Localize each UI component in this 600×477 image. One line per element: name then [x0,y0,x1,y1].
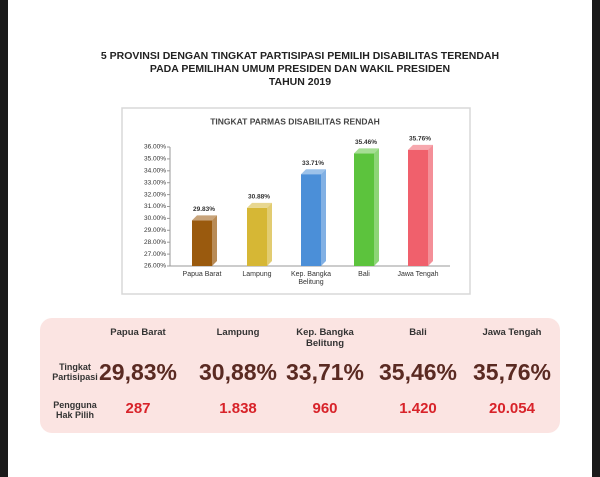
y-tick-label: 28.00% [144,239,166,246]
x-tick-label: Papua Barat [182,271,222,278]
cell: 33,71% [285,359,364,385]
value-label: 29.83% [193,206,215,213]
chart-title: TINGKAT PARMAS DISABILITAS RENDAH [210,116,380,126]
bar-side [374,148,379,266]
cell: 960 [312,400,338,417]
bar [247,207,267,266]
value-label: 30.88% [248,194,270,201]
bar-top [354,148,379,154]
column-header: Lampung [216,327,260,338]
y-tick-label: 29.00% [144,227,166,234]
cell: 35,76% [472,359,551,385]
y-tick-label: 36.00% [144,144,166,151]
y-tick-label: 35.00% [144,156,166,163]
cell: 35,46% [378,359,457,385]
y-tick-label: 26.00% [144,263,166,270]
y-tick-label: 27.00% [144,251,166,258]
y-tick-label: 32.00% [144,191,166,198]
column-header: Jawa Tengah [482,327,542,338]
column-header: Bali [409,327,427,338]
bar-top [247,202,272,208]
bar [192,220,212,266]
x-tick-label: Bali [358,271,370,278]
bar-side [321,169,326,266]
edge [0,0,8,477]
value-label: 35.46% [355,139,377,146]
table-panel [40,318,560,433]
bar [301,174,321,266]
cell: 1.420 [399,400,437,417]
bar-top [192,215,217,221]
column-header: Kep. Bangka Belitung [296,327,354,349]
cell: 287 [125,400,151,417]
bar-top [301,169,326,175]
title-line: PADA PEMILIHAN UMUM PRESIDEN DAN WAKIL P… [149,63,451,75]
column-header: Papua Barat [110,327,166,338]
title-line: 5 PROVINSI DENGAN TINGKAT PARTISIPASI PE… [100,50,500,62]
y-tick-label: 31.00% [144,203,166,210]
y-tick-label: 33.00% [144,179,166,186]
bar-top [408,144,433,150]
y-tick-label: 34.00% [144,168,166,175]
bar-side [428,144,433,266]
row-label: Tingkat Partisipasi [52,362,98,383]
value-label: 35.76% [409,136,431,143]
bar [408,149,428,266]
bar-side [267,202,272,266]
cell: 30,88% [198,359,277,385]
row-label: Pengguna Hak Pilih [53,400,97,421]
y-tick-label: 30.00% [144,215,166,222]
cell: 1.838 [219,400,257,417]
bar [354,153,374,266]
x-tick-label: Kep. Bangka Belitung [290,271,332,287]
x-tick-label: Jawa Tengah [397,271,439,278]
bar-side [212,215,217,266]
x-tick-label: Lampung [242,271,272,278]
cell: 20.054 [489,400,535,417]
cell: 29,83% [98,359,177,385]
title-line: TAHUN 2019 [268,76,332,88]
edge [592,0,600,477]
value-label: 33.71% [302,160,324,167]
